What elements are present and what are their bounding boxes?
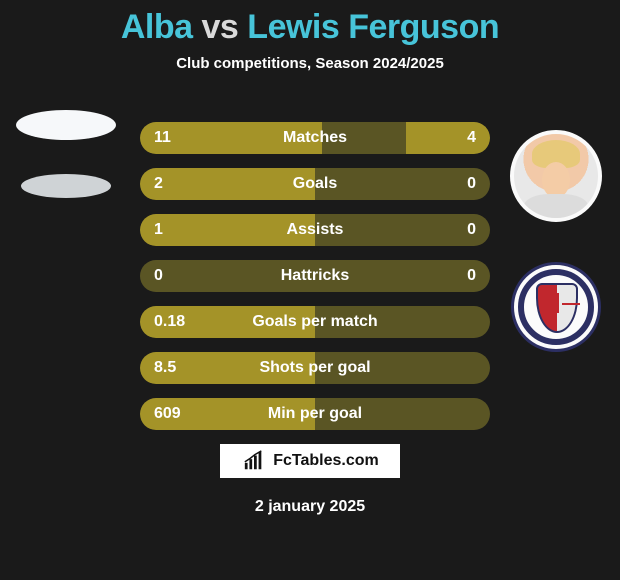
stat-row: 0.18Goals per match (140, 306, 490, 338)
stat-left-fill (140, 214, 315, 246)
stat-row: 114Matches (140, 122, 490, 154)
player2-club-badge-icon (511, 262, 601, 352)
stat-left-fill (140, 168, 315, 200)
subtitle: Club competitions, Season 2024/2025 (0, 55, 620, 72)
player1-club-placeholder-icon (21, 174, 111, 198)
chart-icon (241, 450, 267, 472)
comparison-title: Alba vs Lewis Ferguson (0, 0, 620, 47)
stat-row: 0 0Hattricks (140, 260, 490, 292)
stat-label: Hattricks (140, 267, 490, 285)
stat-row: 10Assists (140, 214, 490, 246)
stat-row: 8.5Shots per goal (140, 352, 490, 384)
player1-badges (6, 110, 126, 198)
branding-text: FcTables.com (273, 452, 379, 470)
branding-badge: FcTables.com (220, 444, 400, 478)
stat-right-value: 0 (467, 175, 476, 193)
date-text: 2 january 2025 (0, 498, 620, 516)
stat-right-value: 0 (467, 267, 476, 285)
vs-text: vs (202, 8, 239, 46)
stat-left-value: 2 (154, 175, 163, 193)
player2-badges (498, 130, 614, 352)
stat-left-value: 11 (154, 129, 171, 147)
stat-row: 20Goals (140, 168, 490, 200)
stat-left-value: 1 (154, 221, 163, 239)
stat-right-value: 0 (467, 221, 476, 239)
stat-left-value: 0 (154, 267, 163, 285)
stat-right-value: 4 (467, 129, 476, 147)
player1-placeholder-icon (16, 110, 116, 140)
stat-row: 609Min per goal (140, 398, 490, 430)
stat-left-value: 8.5 (154, 359, 176, 377)
player2-name: Lewis Ferguson (247, 8, 499, 46)
stat-left-value: 0.18 (154, 313, 185, 331)
stat-right-fill (406, 122, 490, 154)
player1-name: Alba (121, 8, 193, 46)
player2-avatar (510, 130, 602, 222)
stat-bars: 114Matches20Goals10Assists00Hattricks0.1… (140, 122, 490, 430)
stat-left-value: 609 (154, 405, 181, 423)
